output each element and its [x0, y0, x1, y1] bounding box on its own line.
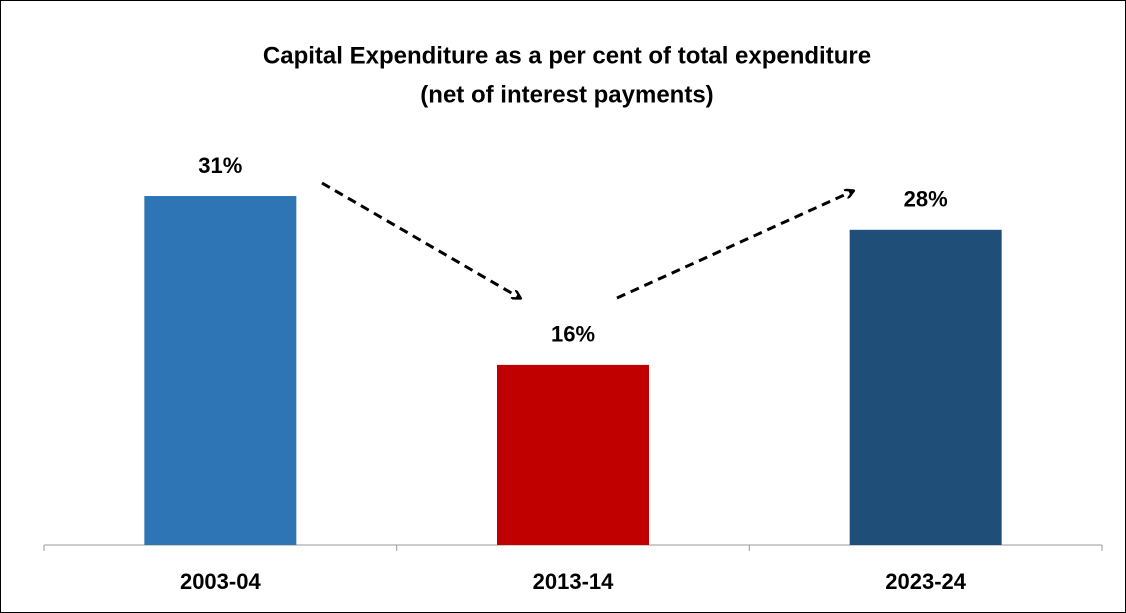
trend-arrow	[321, 181, 520, 298]
x-tick-label: 2013-14	[533, 569, 615, 594]
trend-arrow	[616, 191, 853, 300]
bar	[849, 229, 1002, 546]
data-label: 28%	[904, 187, 948, 212]
x-tick-label: 2023-24	[885, 569, 967, 594]
bar	[144, 196, 297, 545]
data-label: 16%	[551, 322, 595, 347]
x-tick-label: 2003-04	[180, 569, 262, 594]
chart-subtitle: (net of interest payments)	[420, 81, 713, 108]
data-label: 31%	[198, 153, 242, 178]
bar	[497, 364, 649, 545]
chart-title: Capital Expenditure as a per cent of tot…	[263, 42, 871, 69]
